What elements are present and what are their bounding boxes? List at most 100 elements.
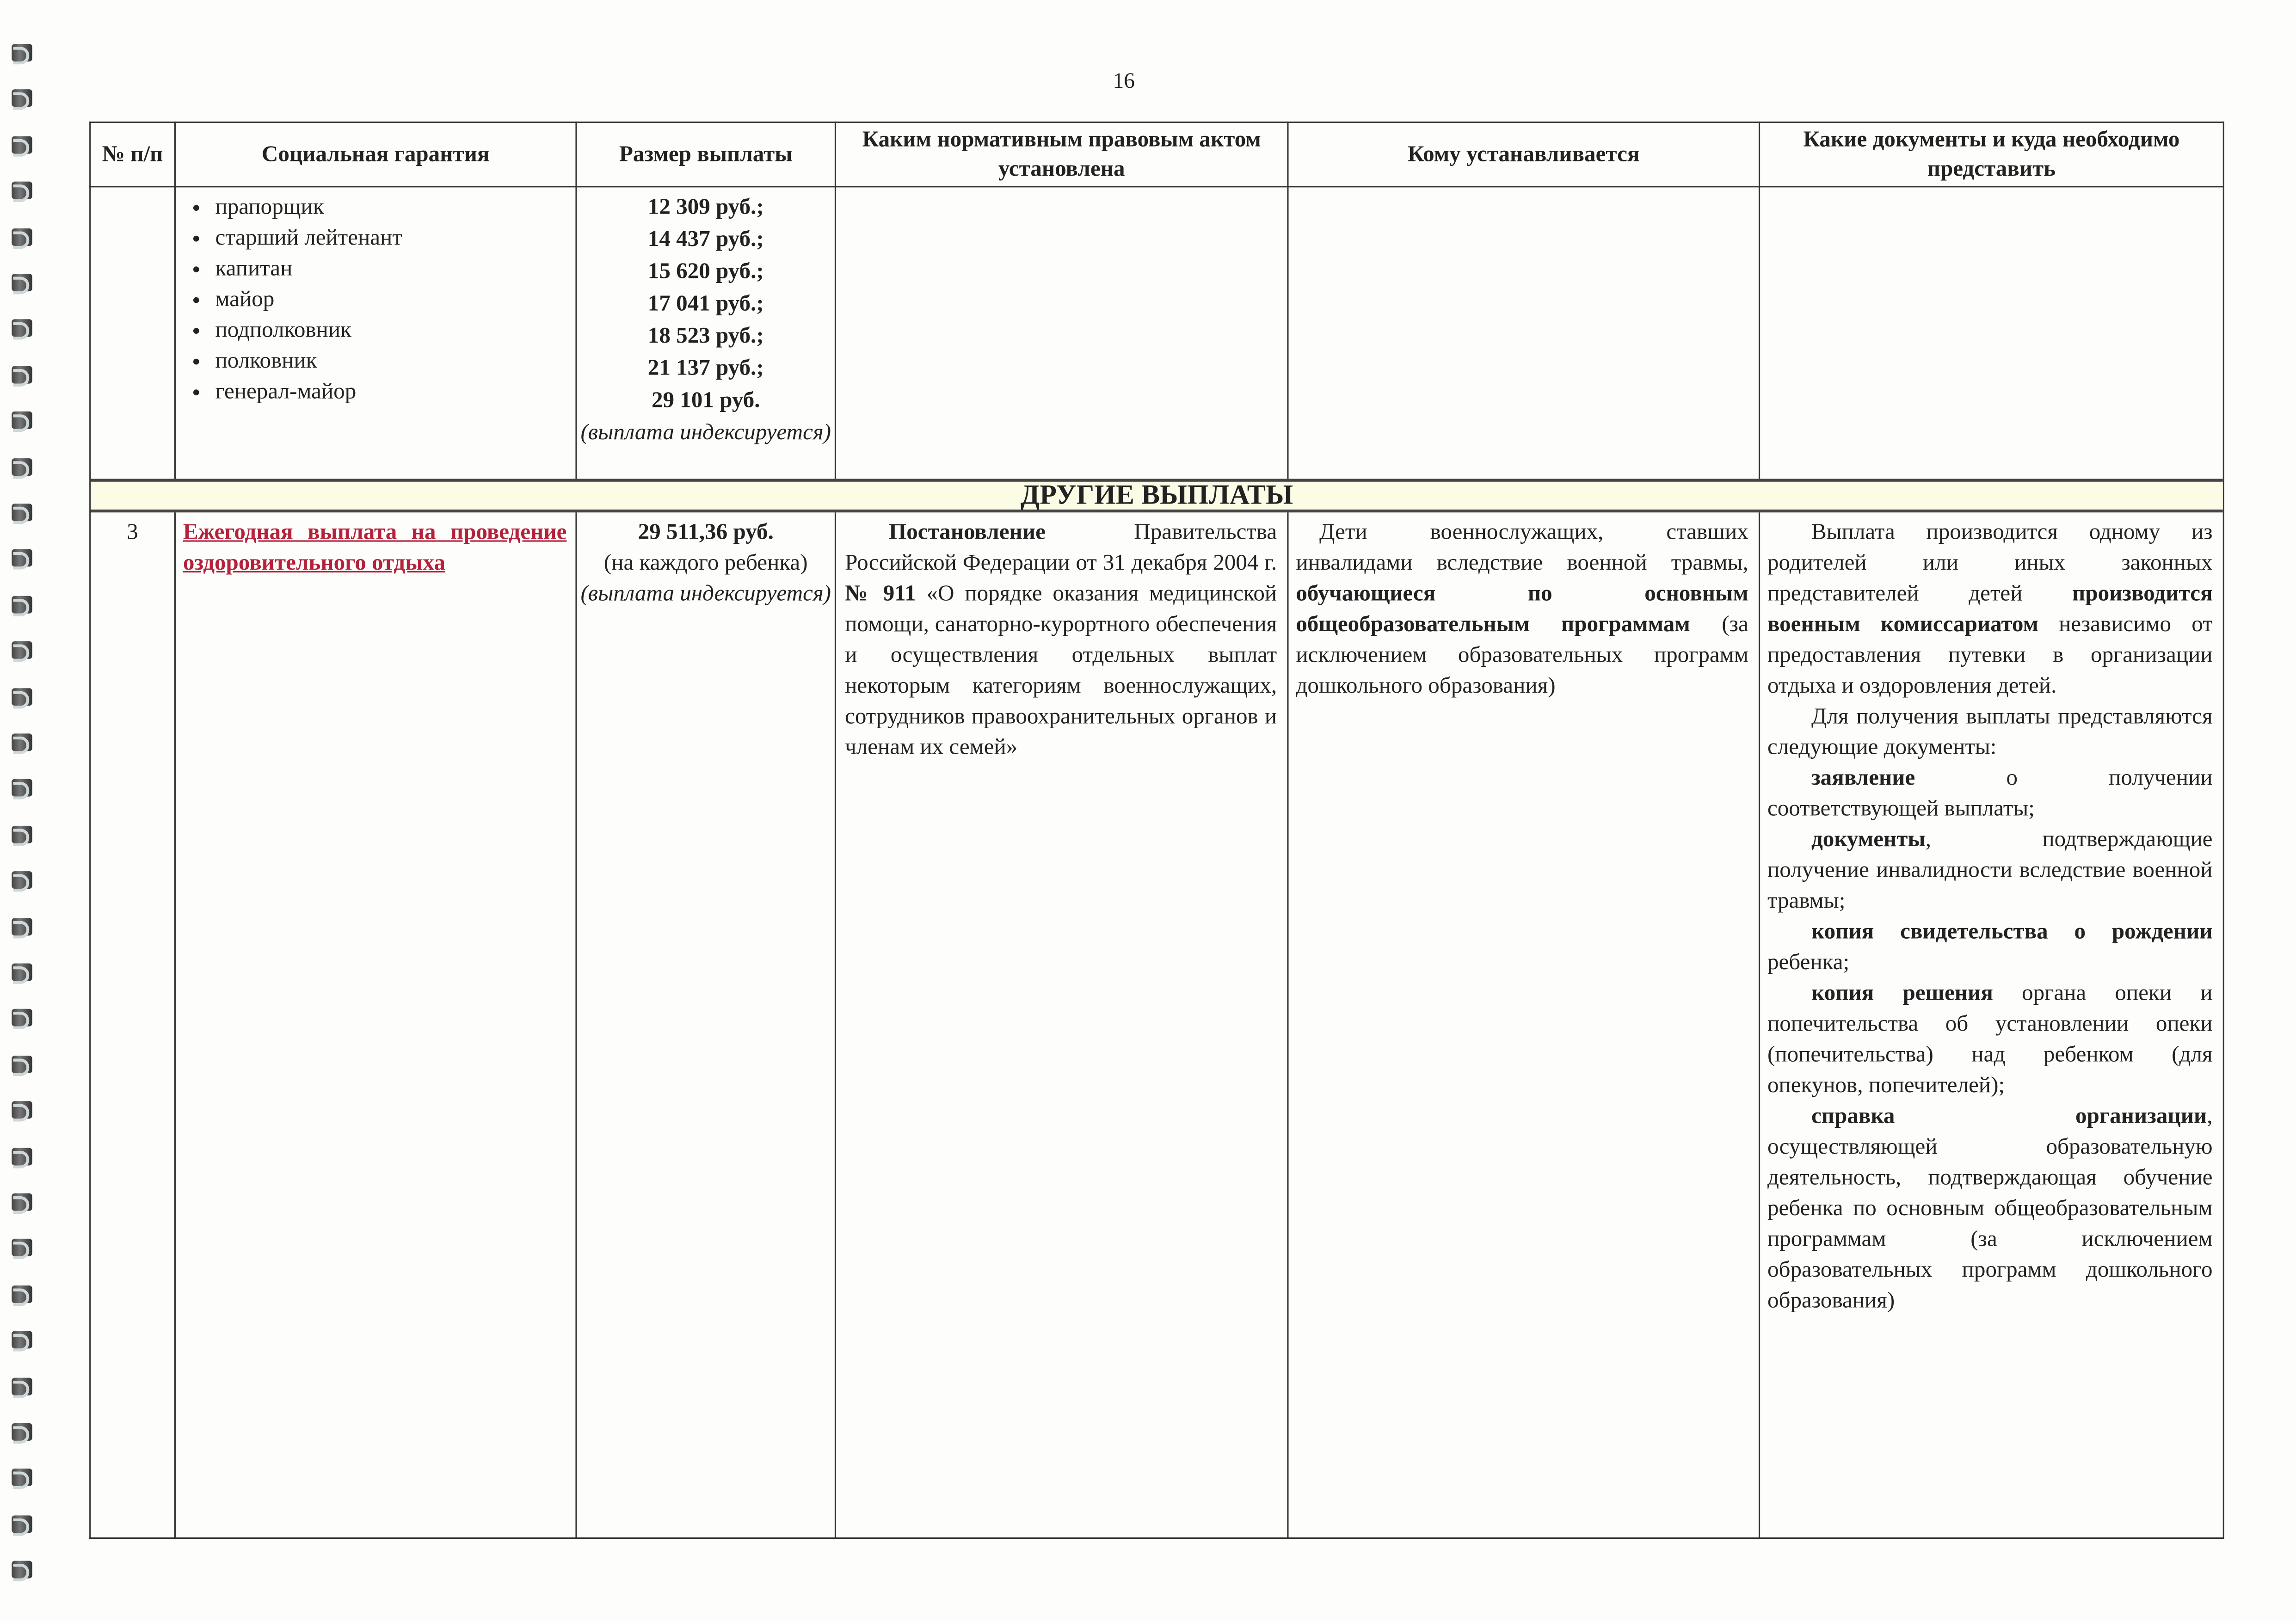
table-border (89, 121, 2224, 123)
amount-item: 15 620 руб.; (647, 259, 764, 284)
amount-value: 29 511,36 руб. (638, 520, 774, 545)
document-name: документы (1811, 827, 1926, 852)
binding-ring (12, 1101, 32, 1122)
binding-ring (12, 135, 32, 157)
document-desc: , осуществляющей образовательную деятель… (1767, 1104, 2213, 1314)
table-border (2222, 121, 2224, 1539)
table-border (89, 121, 91, 1539)
binding-ring (12, 687, 32, 708)
binding-ring (12, 1331, 32, 1352)
binding-ring (12, 1147, 32, 1168)
binding-ring (12, 1193, 32, 1214)
amount-item: 18 523 руб.; (647, 323, 764, 349)
table-border (174, 121, 176, 1539)
binding-ring (12, 182, 32, 203)
amount-item: 14 437 руб.; (647, 227, 764, 252)
binding-ring (12, 1285, 32, 1306)
document-desc: о получении соответствующей выплаты; (1767, 766, 2213, 822)
amount-item: 17 041 руб.; (647, 291, 764, 316)
amount-list: 12 309 руб.; 14 437 руб.; 15 620 руб.; 17 0… (577, 192, 835, 448)
document-name: копия свидетельства о рождении (1811, 919, 2213, 945)
binding-ring (12, 365, 32, 387)
binding-ring (12, 274, 32, 295)
binding-ring (12, 227, 32, 249)
table-border (834, 121, 837, 1539)
rank-item: старший лейтенант (215, 222, 572, 253)
binding-ring (12, 1377, 32, 1398)
who-text: Дети военнослужащих, ставших инвалидами … (1296, 520, 1748, 576)
header-who: Кому устанавливается (1407, 142, 1640, 167)
binding-ring (12, 412, 32, 432)
section-title: ДРУГИЕ ВЫПЛАТЫ (1020, 480, 1293, 511)
act-title: «О порядке оказания медицинской помощи, … (845, 581, 1277, 760)
binding-ring (12, 596, 32, 616)
rank-item: капитан (215, 253, 572, 284)
binding-ring (12, 779, 32, 800)
binding-ring (12, 457, 32, 479)
document-item: справка организации, осуществляющей обра… (1767, 1101, 2213, 1316)
row-number: 3 (127, 520, 138, 545)
who-cell: Дети военнослужащих, ставших инвалидами … (1296, 517, 1748, 701)
section-header: ДРУГИЕ ВЫПЛАТЫ (91, 479, 2223, 513)
binding-ring (12, 1561, 32, 1582)
header-guarantee: Социальная гарантия (261, 142, 490, 167)
header-act: Каким нормативным правовым актом установ… (862, 127, 1261, 182)
amount-item: 29 101 руб. (651, 388, 760, 413)
header-documents: Какие документы и куда необходимо предст… (1803, 127, 2180, 182)
act-cell: Постановление Правительства Российской Ф… (845, 517, 1277, 763)
binding-ring (12, 549, 32, 571)
document-desc: органа опеки и попечительства об установ… (1767, 981, 2213, 1098)
amount-note: (выплата индексируется) (580, 420, 831, 445)
document-desc: , подтверждающие получение инвалидности … (1767, 827, 2213, 914)
binding-ring (12, 1239, 32, 1260)
amount-item: 21 137 руб.; (647, 356, 764, 381)
rank-item: майор (215, 284, 572, 314)
header-number: № п/п (102, 142, 163, 167)
table-border (1287, 121, 1289, 1539)
document-item: копия свидетельства о рождении ребенка; (1767, 916, 2213, 978)
rank-item: подполковник (215, 315, 572, 345)
docs-bold: производится военным комиссариатом (1767, 581, 2213, 637)
rank-item: прапорщик (215, 192, 572, 222)
who-text-2: (за исключением образовательных программ… (1296, 612, 1748, 699)
binding-ring (12, 963, 32, 984)
binding-ring (12, 1469, 32, 1490)
document-desc: ребенка; (1767, 950, 1850, 975)
docs-text: Выплата производится одному из родителей… (1767, 520, 2213, 606)
binding-ring (12, 1515, 32, 1536)
guarantee-link[interactable]: Ежегодная выплата на проведение оздорови… (183, 520, 567, 576)
binding-ring (12, 825, 32, 846)
document-item: документы, подтверждающие получение инва… (1767, 824, 2213, 916)
header-amount: Размер выплаты (619, 142, 793, 167)
table-border (1758, 121, 1760, 1539)
amount-item: 12 309 руб.; (647, 195, 764, 220)
table-border (575, 121, 577, 1539)
amount-note: (на каждого ребенка) (603, 550, 808, 576)
documents-cell: Выплата производится одному из родителей… (1767, 517, 2213, 1316)
docs-intro: Для получения выплаты представляются сле… (1767, 704, 2213, 760)
amount-cell: 29 511,36 руб. (на каждого ребенка) (вып… (580, 517, 832, 609)
binding-ring (12, 1423, 32, 1444)
table-border (89, 186, 2224, 188)
act-type: Постановление (889, 520, 1046, 545)
document-item: заявление о получении соответствующей вы… (1767, 763, 2213, 824)
binding-ring (12, 504, 32, 524)
binding-ring (12, 43, 32, 65)
binding-ring (12, 917, 32, 938)
act-text: Правительства Российской Федерации от 31… (845, 520, 1277, 576)
binding-ring (12, 90, 32, 111)
rank-list: прапорщикстарший лейтенанткапитанмайорпо… (177, 192, 572, 407)
binding-ring (12, 320, 32, 340)
document-name: копия решения (1811, 981, 1993, 1006)
act-number: № 911 (845, 581, 916, 606)
who-bold: обучающиеся по основным общеобразователь… (1296, 581, 1748, 637)
document-name: справка организации (1811, 1104, 2207, 1129)
binding-ring (12, 733, 32, 754)
rank-item: полковник (215, 345, 572, 376)
table-border (89, 1537, 2224, 1539)
docs-text-2: независимо от предоставления путевки в о… (1767, 612, 2213, 699)
document-item: копия решения органа опеки и попечительс… (1767, 978, 2213, 1101)
rank-item: генерал-майор (215, 376, 572, 407)
binding-ring (12, 1055, 32, 1076)
